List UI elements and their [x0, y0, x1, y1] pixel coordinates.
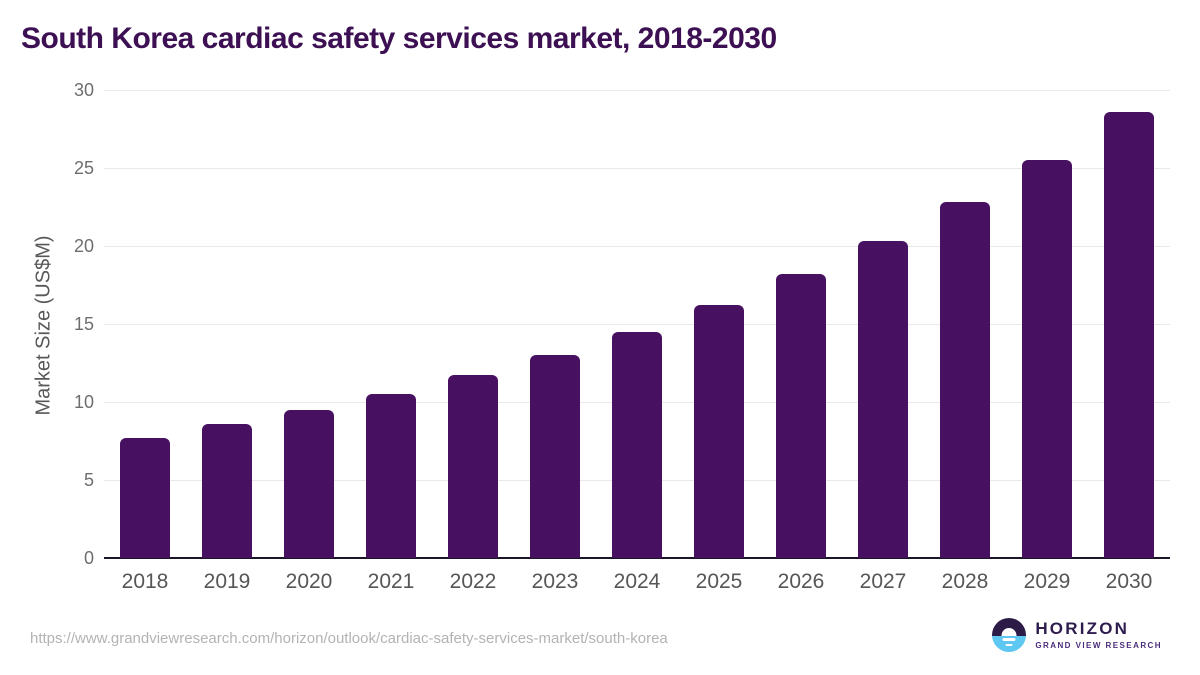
x-tick-2029: 2029 [1023, 570, 1071, 593]
y-tick-0: 0 [83, 548, 94, 568]
bar-2024 [612, 331, 662, 558]
bar-2023 [530, 355, 580, 558]
logo-text: HORIZON GRAND VIEW RESEARCH [1035, 619, 1162, 650]
x-tick-2028: 2028 [941, 570, 989, 593]
y-tick-15: 15 [73, 314, 94, 334]
source-url: https://www.grandviewresearch.com/horizo… [30, 630, 668, 647]
gridline-25 [104, 168, 1170, 169]
sun-shape [1001, 628, 1017, 637]
gridline-20 [104, 246, 1170, 247]
y-tick-20: 20 [73, 236, 94, 256]
y-tick-30: 30 [73, 80, 94, 100]
x-tick-2020: 2020 [285, 570, 333, 593]
y-tick-10: 10 [73, 392, 94, 412]
x-tick-2019: 2019 [203, 570, 251, 593]
logo-name: HORIZON [1035, 619, 1130, 639]
sun-reflection-line [1005, 644, 1013, 647]
bar-2025 [694, 305, 744, 558]
x-tick-2018: 2018 [121, 570, 169, 593]
y-tick-25: 25 [73, 158, 94, 178]
bar-2026 [776, 274, 826, 558]
gridline-30 [104, 90, 1170, 91]
y-tick-5: 5 [83, 470, 94, 490]
gridline-15 [104, 324, 1170, 325]
bar-2028 [940, 202, 990, 558]
logo-subtitle: GRAND VIEW RESEARCH [1035, 640, 1162, 650]
x-tick-2022: 2022 [449, 570, 497, 593]
horizon-sun-icon [992, 618, 1027, 652]
x-tick-2024: 2024 [613, 570, 661, 593]
x-tick-2021: 2021 [367, 570, 415, 593]
bar-2027 [858, 241, 908, 558]
x-tick-2025: 2025 [695, 570, 743, 593]
x-tick-2027: 2027 [859, 570, 907, 593]
sun-reflection-line [1002, 638, 1016, 642]
bar-2022 [448, 375, 498, 558]
x-axis-line [104, 557, 1170, 559]
x-tick-2023: 2023 [531, 570, 579, 593]
bar-2019 [202, 423, 252, 558]
bar-2030 [1104, 111, 1154, 558]
x-tick-2030: 2030 [1105, 570, 1153, 593]
horizon-logo: HORIZON GRAND VIEW RESEARCH [992, 618, 1162, 652]
bar-2018 [120, 437, 170, 558]
x-tick-2026: 2026 [777, 570, 825, 593]
plot-area: 0 5 10 15 20 25 30 2018 2019 2020 2021 2022 2023 2024… [74, 81, 1170, 593]
bar-2020 [284, 409, 334, 558]
chart-title: South Korea cardiac safety services mark… [21, 22, 777, 55]
bar-2021 [366, 394, 416, 558]
bar-2029 [1022, 160, 1072, 558]
